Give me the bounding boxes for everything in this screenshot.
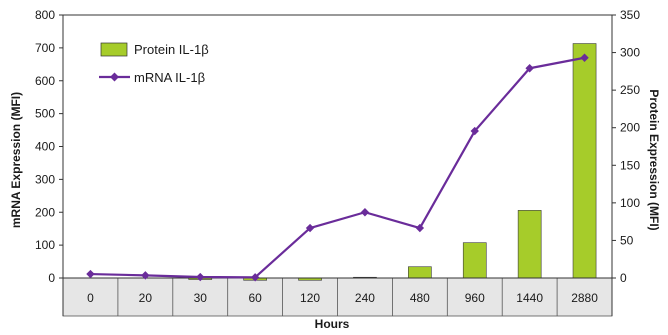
left-tick-label: 100: [35, 238, 55, 252]
right-tick-label: 300: [620, 46, 640, 60]
right-axis-title: Protein Expression (MFI): [647, 89, 661, 230]
right-tick-label: 0: [620, 271, 627, 285]
mrna-point: [141, 271, 150, 280]
mrna-point: [525, 64, 534, 73]
x-tick-label: 960: [465, 291, 485, 305]
x-tick-label: 30: [194, 291, 208, 305]
mrna-point: [360, 208, 370, 217]
mrna-point: [415, 223, 425, 233]
legend-protein-label: Protein IL-1β: [134, 42, 209, 57]
left-tick-label: 800: [35, 8, 55, 22]
right-tick-label: 150: [620, 158, 640, 172]
mrna-point: [196, 272, 205, 282]
mrna-line: [86, 53, 589, 282]
left-tick-label: 300: [35, 172, 55, 186]
left-tick-label: 400: [35, 140, 55, 154]
x-tick-label: 120: [300, 291, 320, 305]
x-tick-label: 480: [410, 291, 430, 305]
right-tick-label: 350: [620, 8, 640, 22]
mrna-point: [86, 269, 95, 279]
x-tick-label: 0: [87, 291, 94, 305]
mrna-point: [305, 223, 315, 233]
legend: Protein IL-1β mRNA IL-1β: [99, 42, 209, 85]
left-axis-title: mRNA Expression (MFI): [9, 92, 23, 228]
left-tick-label: 0: [48, 271, 55, 285]
right-tick-label: 200: [620, 121, 640, 135]
tick-labels: 0100200300400500600700800050100150200250…: [35, 8, 640, 305]
x-tick-label: 1440: [516, 291, 543, 305]
left-tick-label: 200: [35, 205, 55, 219]
protein-bar: [462, 242, 487, 279]
x-tick-label: 240: [355, 291, 375, 305]
protein-bar: [517, 210, 542, 279]
legend-mrna-marker: [110, 72, 119, 82]
legend-mrna-label: mRNA IL-1β: [134, 70, 205, 85]
left-tick-label: 700: [35, 41, 55, 55]
protein-bar: [572, 43, 597, 279]
x-axis-title: Hours: [315, 317, 350, 331]
legend-protein-swatch: [100, 42, 128, 57]
x-tick-label: 60: [248, 291, 262, 305]
axes: [59, 14, 616, 316]
protein-bar: [408, 266, 432, 279]
right-tick-label: 250: [620, 83, 640, 97]
left-tick-label: 600: [35, 74, 55, 88]
x-tick-label: 20: [139, 291, 153, 305]
mrna-point: [250, 273, 260, 282]
right-tick-label: 50: [620, 233, 634, 247]
mrna-polyline: [90, 56, 585, 279]
mrna-point: [580, 53, 589, 62]
left-tick-label: 500: [35, 107, 55, 121]
x-tick-label: 2880: [571, 291, 598, 305]
category-table: [62, 277, 613, 317]
right-tick-label: 100: [620, 196, 640, 210]
mrna-point: [470, 126, 479, 136]
